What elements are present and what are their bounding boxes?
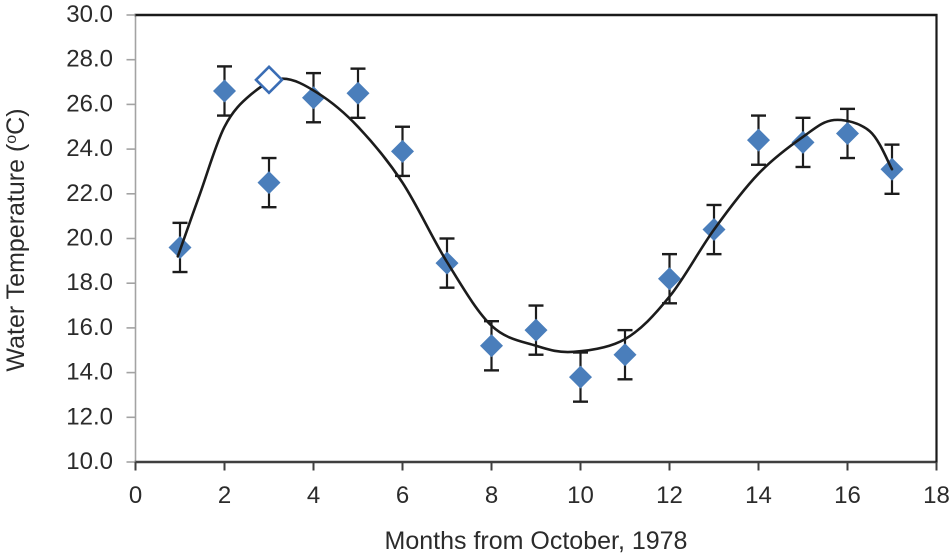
x-axis-title: Months from October, 1978: [385, 527, 688, 555]
x-tick-label: 0: [129, 482, 142, 509]
y-tick-label: 20.0: [66, 225, 113, 252]
data-point-diamond: [836, 121, 859, 145]
y-tick-label: 14.0: [66, 359, 113, 386]
fit-curve: [176, 77, 894, 354]
data-point-diamond: [213, 79, 236, 103]
data-point-diamond: [613, 343, 637, 367]
plot-frame-layer: [134, 13, 938, 464]
open-diamond-marker: [254, 64, 284, 95]
x-tick-label: 18: [923, 482, 950, 509]
y-tick-label: 16.0: [66, 314, 113, 341]
data-point-diamond: [791, 130, 815, 154]
x-tick-label: 14: [745, 482, 772, 509]
y-tick-label: 24.0: [66, 135, 113, 162]
axis-ticks-layer: 10.0 12.0 14.0 16.0 18.0 20.0 22.0 24.0 26.0 28.0…: [66, 1, 950, 509]
axis-titles-layer: Months from October, 1978 Water Temperat…: [2, 108, 687, 555]
y-tick-label: 12.0: [66, 403, 113, 430]
y-tick-label: 30.0: [66, 1, 113, 28]
data-point-diamond: [346, 81, 370, 105]
y-axis-title: Water Temperature (oC): [2, 108, 30, 371]
x-tick-label: 8: [485, 482, 498, 509]
y-tick-label: 10.0: [66, 448, 113, 475]
y-tick-label: 18.0: [66, 269, 113, 296]
error-bars-layer: [172, 65, 900, 403]
fit-curve-layer: [176, 77, 894, 354]
data-point-diamond: [658, 267, 681, 291]
x-tick-label: 2: [218, 482, 231, 509]
data-point-diamond: [747, 128, 770, 152]
data-point-diamond: [480, 334, 503, 358]
y-tick-label: 26.0: [66, 90, 113, 117]
data-point-diamond: [569, 365, 592, 389]
data-point-diamond: [257, 171, 281, 195]
data-point-diamond: [391, 139, 414, 163]
y-tick-label: 22.0: [66, 180, 113, 207]
x-tick-label: 6: [396, 482, 409, 509]
open-marker-layer: [254, 64, 284, 95]
x-tick-label: 12: [656, 482, 683, 509]
data-point-diamond: [302, 86, 325, 110]
x-tick-label: 10: [567, 482, 594, 509]
data-markers-layer: [168, 79, 904, 389]
data-point-diamond: [524, 318, 548, 342]
x-tick-label: 16: [834, 482, 861, 509]
x-tick-label: 4: [307, 482, 320, 509]
y-tick-label: 28.0: [66, 46, 113, 73]
